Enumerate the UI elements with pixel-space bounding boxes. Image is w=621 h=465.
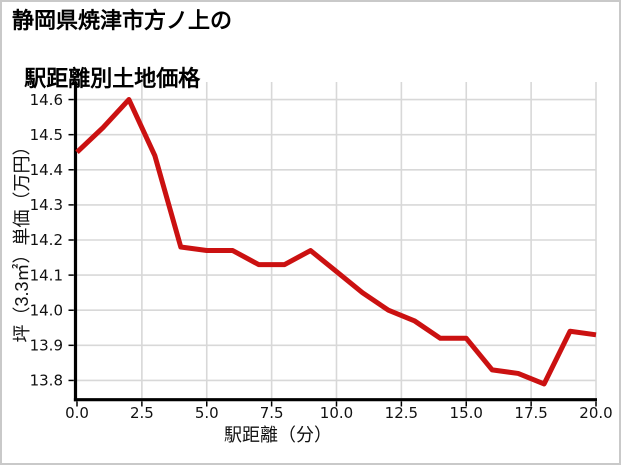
y-tick-label: 14.6 bbox=[30, 91, 63, 109]
y-tick-label: 14.3 bbox=[30, 196, 63, 214]
y-tick-label: 13.9 bbox=[30, 337, 63, 355]
x-tick-label: 20.0 bbox=[579, 404, 612, 422]
y-tick-label: 14.5 bbox=[30, 126, 63, 144]
y-tick-label: 14.1 bbox=[30, 266, 63, 284]
x-tick-label: 10.0 bbox=[320, 404, 353, 422]
x-tick-label: 15.0 bbox=[450, 404, 483, 422]
y-tick-label: 14.0 bbox=[30, 301, 63, 319]
chart-title-line2: 駅距離別土地価格 bbox=[24, 66, 201, 91]
chart-title-line1: 静岡県焼津市方ノ上の bbox=[12, 8, 233, 33]
x-tick-label: 0.0 bbox=[65, 404, 89, 422]
chart-title: 静岡県焼津市方ノ上の 駅距離別土地価格 bbox=[12, 6, 232, 93]
x-tick-label: 7.5 bbox=[260, 404, 284, 422]
x-tick-label: 12.5 bbox=[385, 404, 418, 422]
x-axis-label: 駅距離（分） bbox=[224, 425, 332, 445]
y-tick-label: 13.8 bbox=[30, 372, 63, 390]
x-tick-label: 2.5 bbox=[130, 404, 154, 422]
y-tick-label: 14.2 bbox=[30, 231, 63, 249]
x-tick-label: 5.0 bbox=[195, 404, 219, 422]
price-line bbox=[75, 97, 597, 387]
x-tick-label: 17.5 bbox=[514, 404, 547, 422]
y-tick-label: 14.4 bbox=[30, 161, 63, 179]
